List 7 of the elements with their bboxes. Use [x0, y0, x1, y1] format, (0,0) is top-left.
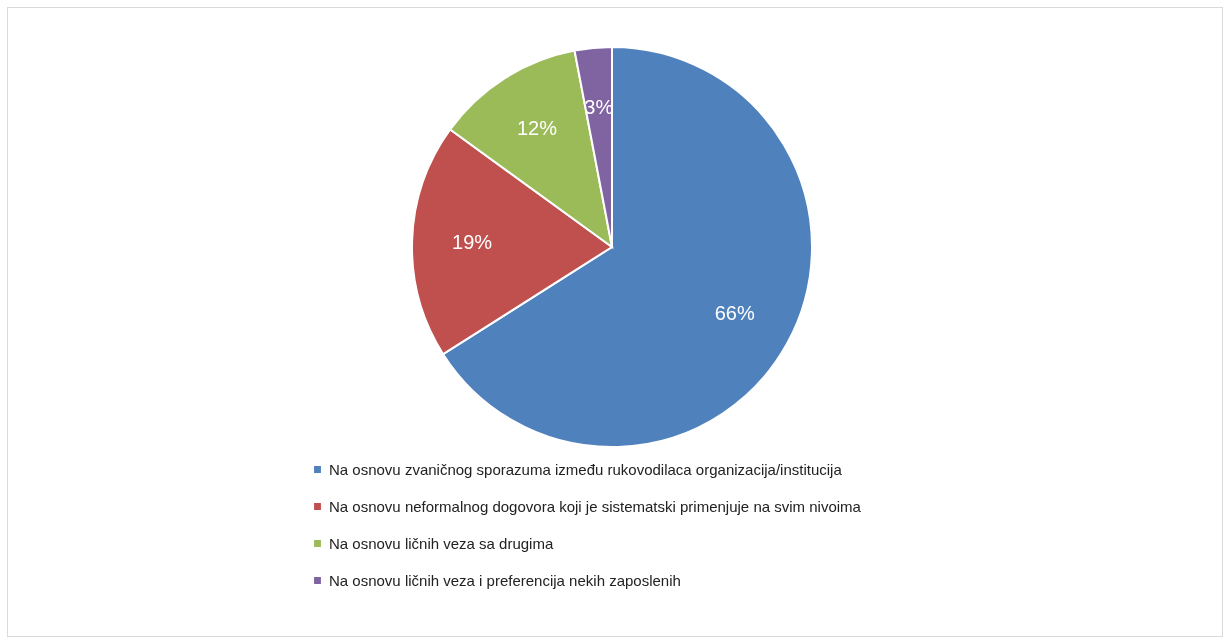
- data-label: 12%: [516, 116, 558, 139]
- legend-label: Na osnovu ličnih veza sa drugima: [329, 534, 554, 552]
- data-label: 19%: [452, 230, 493, 253]
- data-label: 66%: [714, 302, 755, 325]
- legend-label: Na osnovu ličnih veza i preferencija nekih zaposlenih: [329, 571, 681, 589]
- legend-label: Na osnovu zvaničnog sporazuma između rukovodilaca organizacija/institucija: [329, 460, 843, 478]
- legend-label: Na osnovu neformalnog dogovora koji je sistematski primenjuje na svim nivoima: [329, 497, 862, 515]
